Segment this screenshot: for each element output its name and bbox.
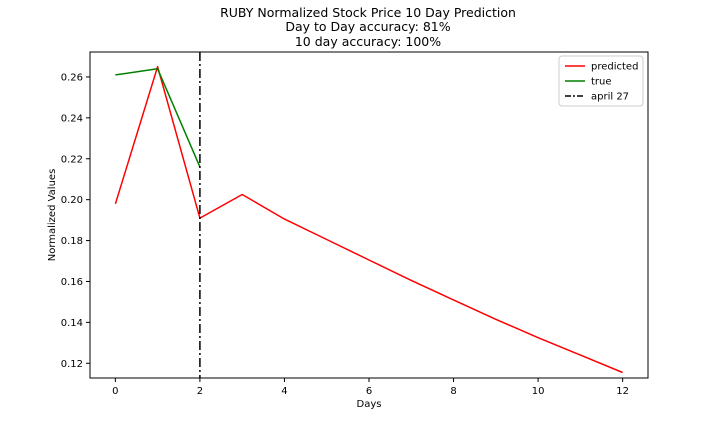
x-tick-label: 0 — [112, 386, 118, 397]
y-tick-label: 0.18 — [61, 236, 83, 247]
legend-label: predicted — [591, 62, 638, 73]
y-tick-label: 0.12 — [61, 359, 83, 370]
legend-label: april 27 — [591, 92, 629, 103]
x-tick-label: 2 — [197, 386, 203, 397]
legend-label: true — [591, 77, 612, 88]
y-tick-label: 0.20 — [61, 195, 83, 206]
series-line-true — [115, 68, 201, 168]
y-axis: 0.12 0.14 0.16 0.18 0.20 0.22 0.24 0.26 — [61, 72, 90, 370]
y-tick-label: 0.22 — [61, 154, 83, 165]
x-tick-label: 4 — [281, 386, 287, 397]
x-axis: 0 2 4 6 8 10 12 — [112, 378, 629, 397]
y-tick-label: 0.24 — [61, 113, 83, 124]
legend: predicted true april 27 — [558, 55, 644, 107]
x-tick-label: 6 — [366, 386, 372, 397]
x-tick-label: 12 — [616, 386, 629, 397]
chart-title-line-3: 10 day accuracy: 100% — [295, 34, 441, 49]
chart-title-line-2: Day to Day accuracy: 81% — [285, 19, 450, 34]
y-tick-label: 0.26 — [61, 72, 83, 83]
plot-area — [89, 51, 649, 379]
legend-box — [558, 55, 644, 107]
x-axis-label: Days — [357, 399, 382, 410]
y-tick-label: 0.16 — [61, 277, 83, 288]
chart-title-line-1: RUBY Normalized Stock Price 10 Day Predi… — [220, 5, 516, 20]
x-tick-label: 8 — [450, 386, 456, 397]
x-tick-label: 10 — [532, 386, 545, 397]
y-axis-label: Normalized Values — [47, 169, 58, 262]
y-tick-label: 0.14 — [61, 318, 83, 329]
